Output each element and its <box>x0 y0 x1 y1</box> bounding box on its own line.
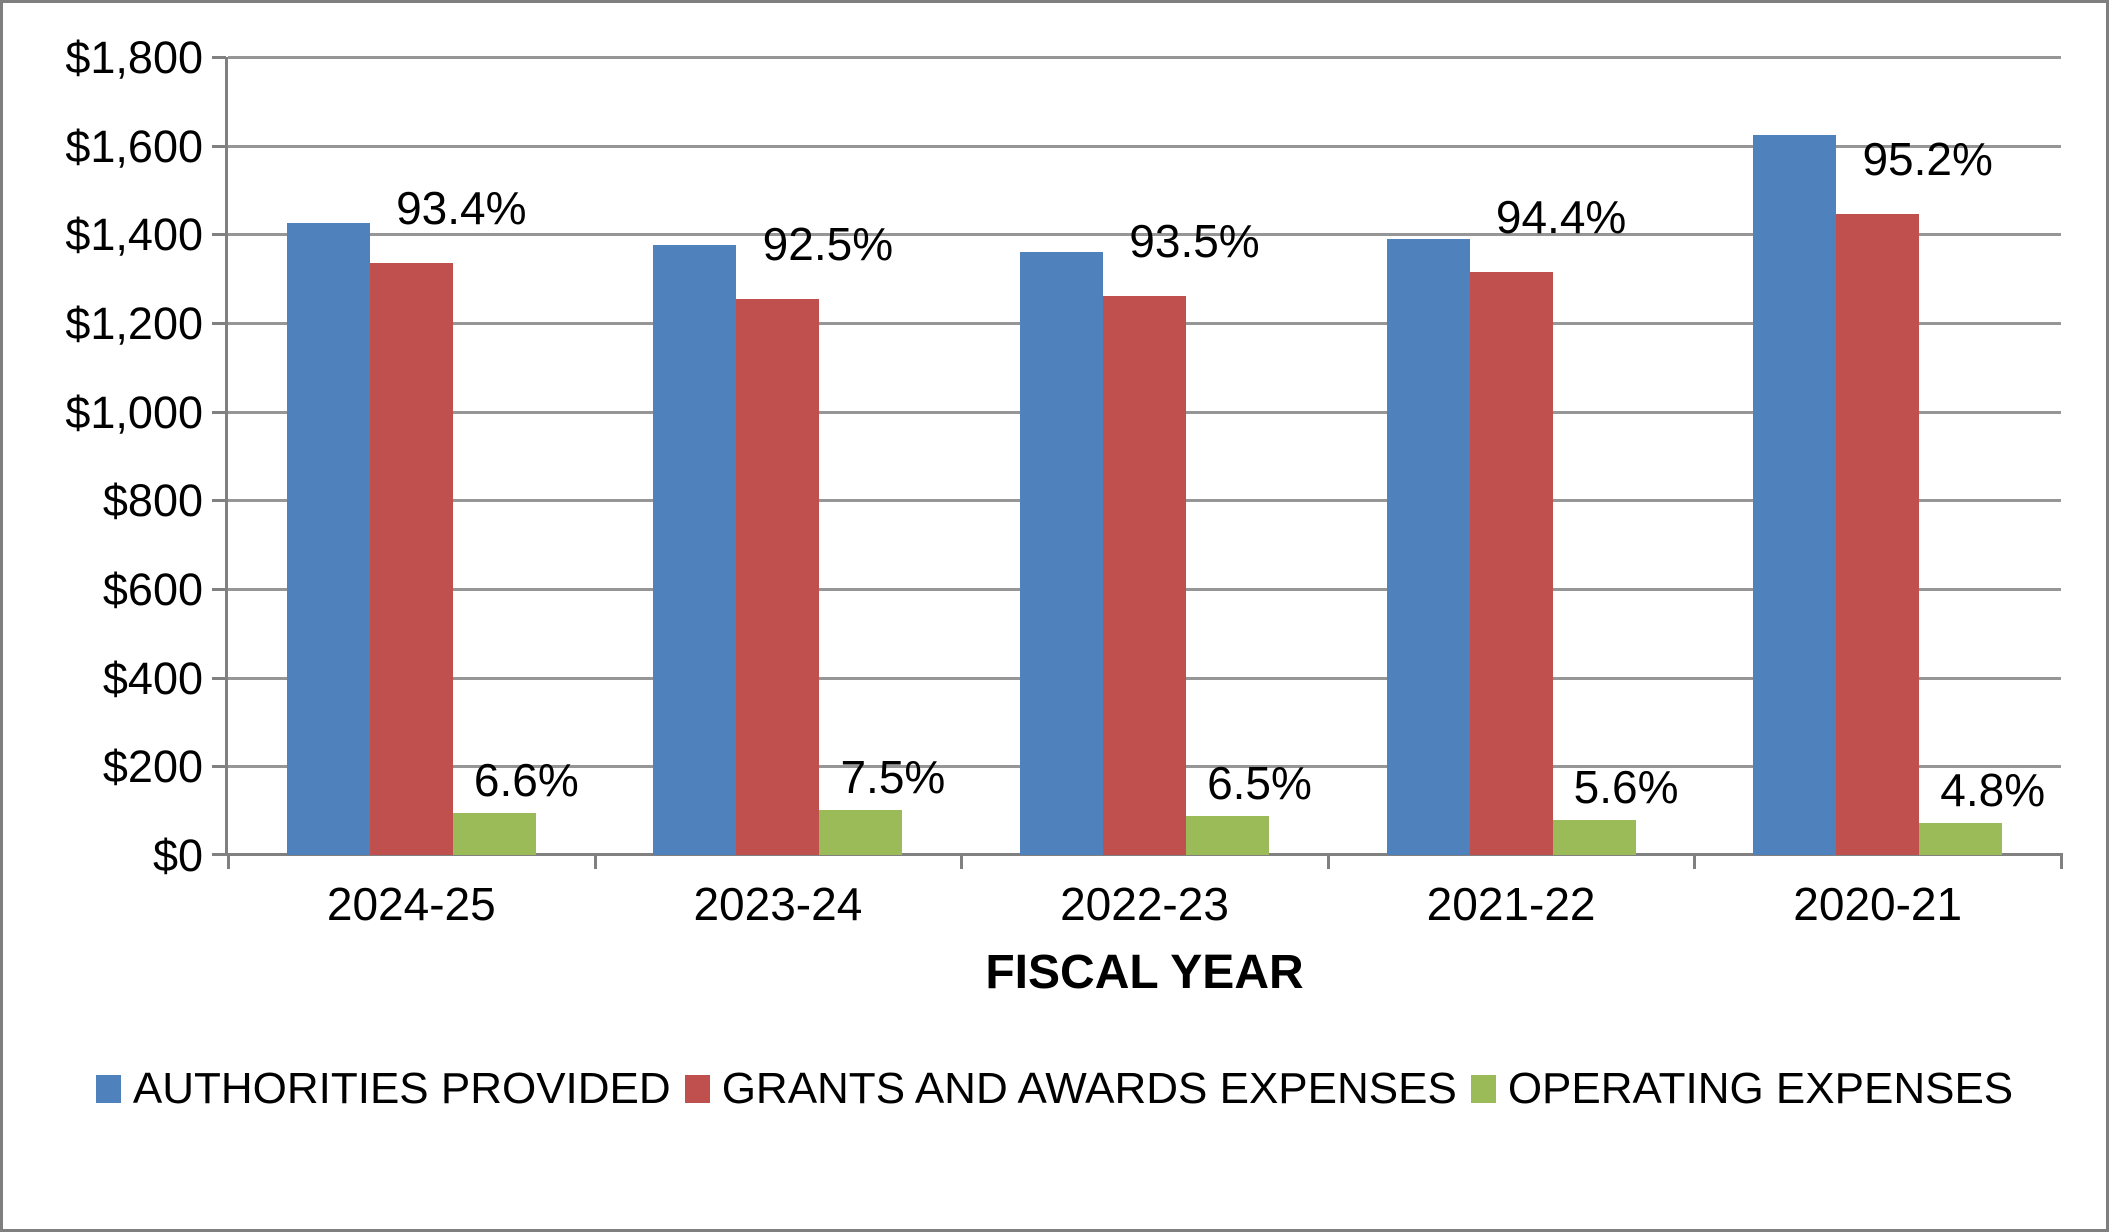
x-axis-category-label: 2021-22 <box>1426 878 1596 930</box>
y-axis-tick-label: $1,000 <box>65 386 203 438</box>
y-axis-tick-label: $1,400 <box>65 209 203 261</box>
bar-operating-expenses-2020-21 <box>1919 822 2003 855</box>
bar-operating-expenses-2023-24 <box>819 809 903 855</box>
bar-data-label: 93.4% <box>396 182 527 235</box>
bar-grants-and-awards-expenses-2022-23 <box>1103 296 1186 855</box>
bar-data-label: 92.5% <box>762 217 894 270</box>
gridline <box>228 144 2061 148</box>
x-axis-tick <box>960 856 964 869</box>
bar-authorities-provided-2024-25 <box>286 223 370 855</box>
y-axis-tick-label: $0 <box>152 830 203 881</box>
x-axis-tick <box>1693 856 1697 869</box>
legend-label: GRANTS AND AWARDS EXPENSES <box>721 1064 1457 1113</box>
y-axis-tick <box>212 676 226 680</box>
x-axis-category-label: 2024-25 <box>326 878 496 930</box>
y-axis-tick <box>212 499 226 503</box>
legend-item: GRANTS AND AWARDS EXPENSES <box>684 1064 1457 1113</box>
bar-operating-expenses-2024-25 <box>452 813 536 855</box>
x-axis-tick <box>2060 856 2063 869</box>
bar-data-label: 5.6% <box>1573 761 1679 814</box>
y-axis-tick <box>212 56 226 59</box>
bar-data-label: 93.5% <box>1129 215 1260 268</box>
legend-item: OPERATING EXPENSES <box>1470 1064 2014 1113</box>
y-axis-tick-label: $1,200 <box>65 298 203 349</box>
bar-grants-and-awards-expenses-2021-22 <box>1469 272 1553 855</box>
legend-swatch-icon <box>1470 1075 1496 1103</box>
x-axis-category-label: 2020-21 <box>1793 878 1963 930</box>
bar-data-label: 6.6% <box>473 754 579 807</box>
y-axis-tick <box>212 410 226 414</box>
y-axis-tick <box>212 144 226 148</box>
bar-grants-and-awards-expenses-2020-21 <box>1836 214 1920 855</box>
y-axis-tick-label: $1,600 <box>65 120 203 172</box>
bar-authorities-provided-2023-24 <box>653 245 737 855</box>
bar-data-label: 94.4% <box>1495 191 1627 244</box>
legend-item: AUTHORITIES PROVIDED <box>95 1064 671 1113</box>
x-axis-tick <box>227 856 230 869</box>
bar-data-label: 95.2% <box>1862 133 1993 186</box>
y-axis-tick <box>212 588 226 591</box>
bar-data-label: 7.5% <box>840 750 946 803</box>
legend-swatch-icon <box>95 1075 121 1103</box>
bar-operating-expenses-2021-22 <box>1552 820 1636 855</box>
gridline <box>228 233 2061 237</box>
y-axis-tick-label: $1,800 <box>65 32 203 83</box>
legend-label: AUTHORITIES PROVIDED <box>132 1064 671 1113</box>
bar-authorities-provided-2021-22 <box>1386 238 1470 855</box>
x-axis-category-label: 2022-23 <box>1060 878 1229 930</box>
x-axis-category-label: 2023-24 <box>693 878 863 930</box>
y-axis-tick-label: $600 <box>102 564 203 615</box>
x-axis-tick <box>1326 856 1330 869</box>
legend: AUTHORITIES PROVIDED GRANTS AND AWARDS EX… <box>3 1067 2106 1111</box>
y-axis-line <box>225 57 228 856</box>
y-axis-tick <box>212 233 226 237</box>
bar-data-label: 6.5% <box>1207 757 1312 809</box>
bar-grants-and-awards-expenses-2024-25 <box>369 263 453 855</box>
y-axis-tick-label: $400 <box>102 652 203 704</box>
plot-area: 93.4% 92.5% 93.5% 94.4% 95.2% 6.6% 7.5% 6.5% 5.6… <box>228 56 2061 855</box>
bar-data-label: 4.8% <box>1940 763 2046 816</box>
legend-label: OPERATING EXPENSES <box>1507 1064 2014 1113</box>
bar-authorities-provided-2020-21 <box>1753 134 1837 855</box>
legend-swatch-icon <box>684 1075 710 1103</box>
gridline <box>228 56 2061 59</box>
y-axis-tick <box>212 765 226 769</box>
y-axis-tick-label: $800 <box>102 475 203 527</box>
x-axis-tick <box>593 856 597 869</box>
x-axis-title: FISCAL YEAR <box>985 946 1304 999</box>
y-axis-tick <box>212 322 226 325</box>
bar-grants-and-awards-expenses-2023-24 <box>736 298 820 855</box>
bar-operating-expenses-2022-23 <box>1186 816 1269 855</box>
y-axis-tick-label: $200 <box>102 741 203 793</box>
bar-authorities-provided-2022-23 <box>1020 252 1103 855</box>
